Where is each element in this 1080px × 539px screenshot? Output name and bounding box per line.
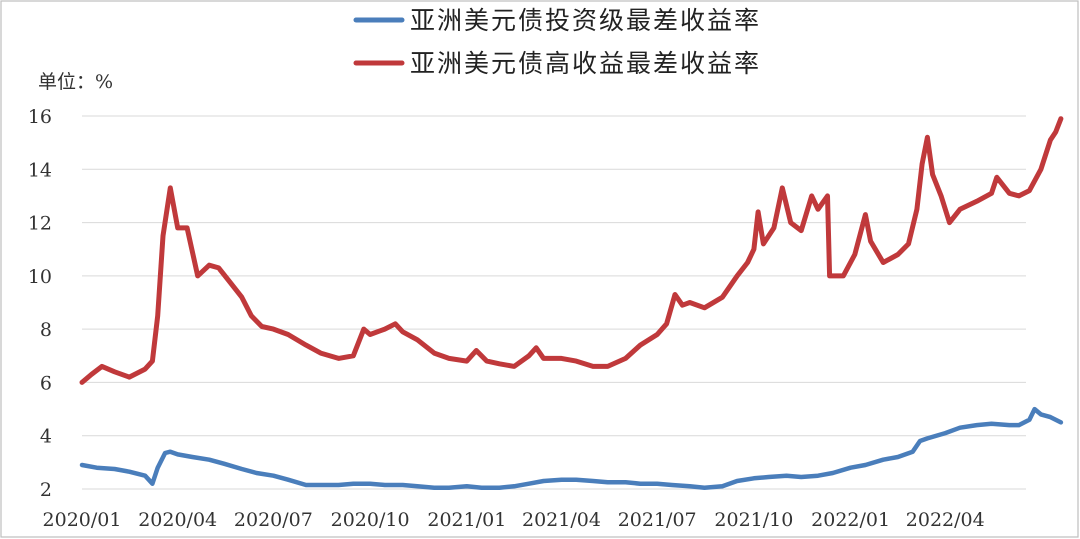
x-tick-label-2021-01: 2021/01 [427, 509, 506, 531]
y-tick-label-6: 6 [40, 372, 52, 394]
legend-label-high-yield: 亚洲美元债高收益最差收益率 [410, 49, 761, 78]
y-tick-label-2: 2 [40, 479, 52, 501]
x-tick-label-2020-07: 2020/07 [234, 509, 313, 531]
y-tick-label-16: 16 [28, 106, 52, 128]
y-tick-label-4: 4 [40, 426, 52, 448]
y-tick-label-8: 8 [40, 319, 52, 341]
legend: 亚洲美元债投资级最差收益率 亚洲美元债高收益最差收益率 [353, 6, 761, 78]
series-line-investment-grade [79, 406, 1064, 490]
x-tick-label-2021-07: 2021/07 [618, 509, 697, 531]
x-tick-label-2022-01: 2022/01 [811, 509, 890, 531]
x-tick-label-2020-10: 2020/10 [331, 509, 410, 531]
x-tick-label-2020-04: 2020/04 [138, 509, 217, 531]
x-tick-label-2021-10: 2021/10 [714, 509, 793, 531]
x-tick-label-2021-04: 2021/04 [522, 509, 601, 531]
x-tick-label-2022-04: 2022/04 [906, 509, 985, 531]
x-tick-label-2020-01: 2020/01 [43, 509, 122, 531]
y-tick-label-14: 14 [28, 159, 52, 181]
series-line-high-yield [79, 116, 1064, 385]
y-axis-tick-labels: 2 4 6 8 10 12 14 16 [28, 106, 52, 501]
y-tick-label-10: 10 [28, 266, 52, 288]
unit-label: 单位：% [38, 71, 113, 93]
legend-label-investment-grade: 亚洲美元债投资级最差收益率 [410, 6, 761, 35]
y-tick-label-12: 12 [28, 213, 52, 235]
series-lines [79, 116, 1064, 490]
gridlines [82, 115, 1026, 490]
x-axis-tick-labels: 2020/01 2020/04 2020/07 2020/10 2021/01 2021/… [43, 509, 985, 531]
